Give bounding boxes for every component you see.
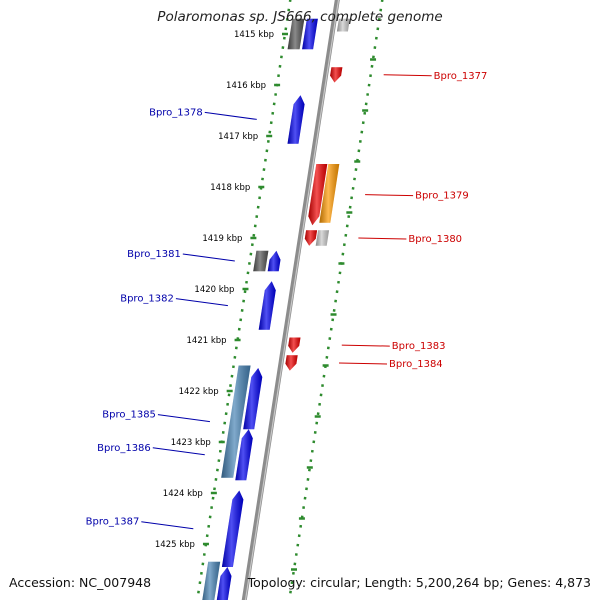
gene-label: Bpro_1387 — [86, 517, 140, 528]
scale-tick-label: 1420 kbp — [194, 285, 234, 295]
scale-tick-label: 1422 kbp — [179, 387, 219, 397]
gene-label: Bpro_1385 — [102, 410, 156, 421]
gene-label-leader-line — [341, 344, 390, 347]
scale-tick-label: 1425 kbp — [155, 540, 195, 550]
gene-label-leader-line — [152, 447, 205, 456]
genome-backbone-highlight — [244, 0, 340, 600]
gene-feature-shading — [243, 368, 263, 430]
gene-label-leader-line — [339, 362, 388, 365]
gene-feature-shading — [315, 230, 330, 246]
scale-tick-label: 1416 kbp — [226, 81, 266, 91]
gene-feature-shading — [319, 164, 340, 223]
gene-label-leader-line — [141, 521, 194, 530]
gene-feature-shading — [221, 365, 251, 478]
gene-label: Bpro_1386 — [97, 443, 151, 454]
gene-feature-shading — [308, 164, 328, 226]
gene-label: Bpro_1384 — [389, 359, 443, 370]
gene-label: Bpro_1377 — [434, 71, 488, 82]
scale-tick-label: 1424 kbp — [163, 489, 203, 499]
gene-feature-shading — [330, 67, 343, 83]
gene-label: Bpro_1378 — [149, 107, 203, 118]
genome-title: Polaromonas sp. JS666, complete genome — [157, 9, 443, 25]
gene-label: Bpro_1381 — [127, 249, 181, 260]
scale-tick-label: 1421 kbp — [187, 336, 227, 346]
gene-feature-shading — [287, 18, 305, 50]
gene-label: Bpro_1382 — [120, 294, 174, 305]
gene-feature-shading — [267, 250, 281, 272]
gene-feature-shading — [235, 429, 253, 481]
gene-feature-shading — [221, 490, 244, 567]
topology-summary: Topology: circular; Length: 5,200,264 bp… — [247, 575, 591, 590]
gene-label: Bpro_1379 — [415, 191, 469, 202]
scale-tick-label: 1418 kbp — [210, 183, 250, 193]
scale-tick-label: 1415 kbp — [234, 30, 274, 40]
gene-feature-shading — [287, 95, 305, 144]
gene-feature-shading — [253, 250, 269, 272]
left-track-dotted-line — [196, 0, 292, 600]
gene-label: Bpro_1380 — [408, 234, 462, 245]
right-track-dotted-line — [288, 0, 384, 600]
gene-feature-shading — [258, 281, 276, 330]
genome-backbone-line — [241, 0, 340, 600]
scale-tick-label: 1419 kbp — [202, 234, 242, 244]
gene-label: Bpro_1383 — [392, 341, 446, 352]
gene-feature-shading — [285, 355, 298, 371]
gene-feature-shading — [336, 18, 350, 32]
gene-feature-shading — [216, 567, 232, 600]
gene-feature-shading — [202, 561, 221, 600]
gene-label-leader-line — [365, 194, 414, 197]
gene-label-leader-line — [182, 253, 235, 262]
gene-label-leader-line — [204, 111, 257, 120]
gene-feature-shading — [288, 337, 301, 353]
gene-label-leader-line — [157, 414, 210, 423]
gene-feature-shading — [304, 230, 318, 246]
gene-label-leader-line — [383, 74, 432, 77]
gene-label-leader-line — [358, 237, 407, 240]
gene-label-leader-line — [175, 298, 228, 307]
accession-text: Accession: NC_007948 — [9, 575, 152, 590]
gene-feature-shading — [302, 18, 318, 50]
scale-tick-label: 1417 kbp — [218, 132, 258, 142]
scale-tick-label: 1423 kbp — [171, 438, 211, 448]
